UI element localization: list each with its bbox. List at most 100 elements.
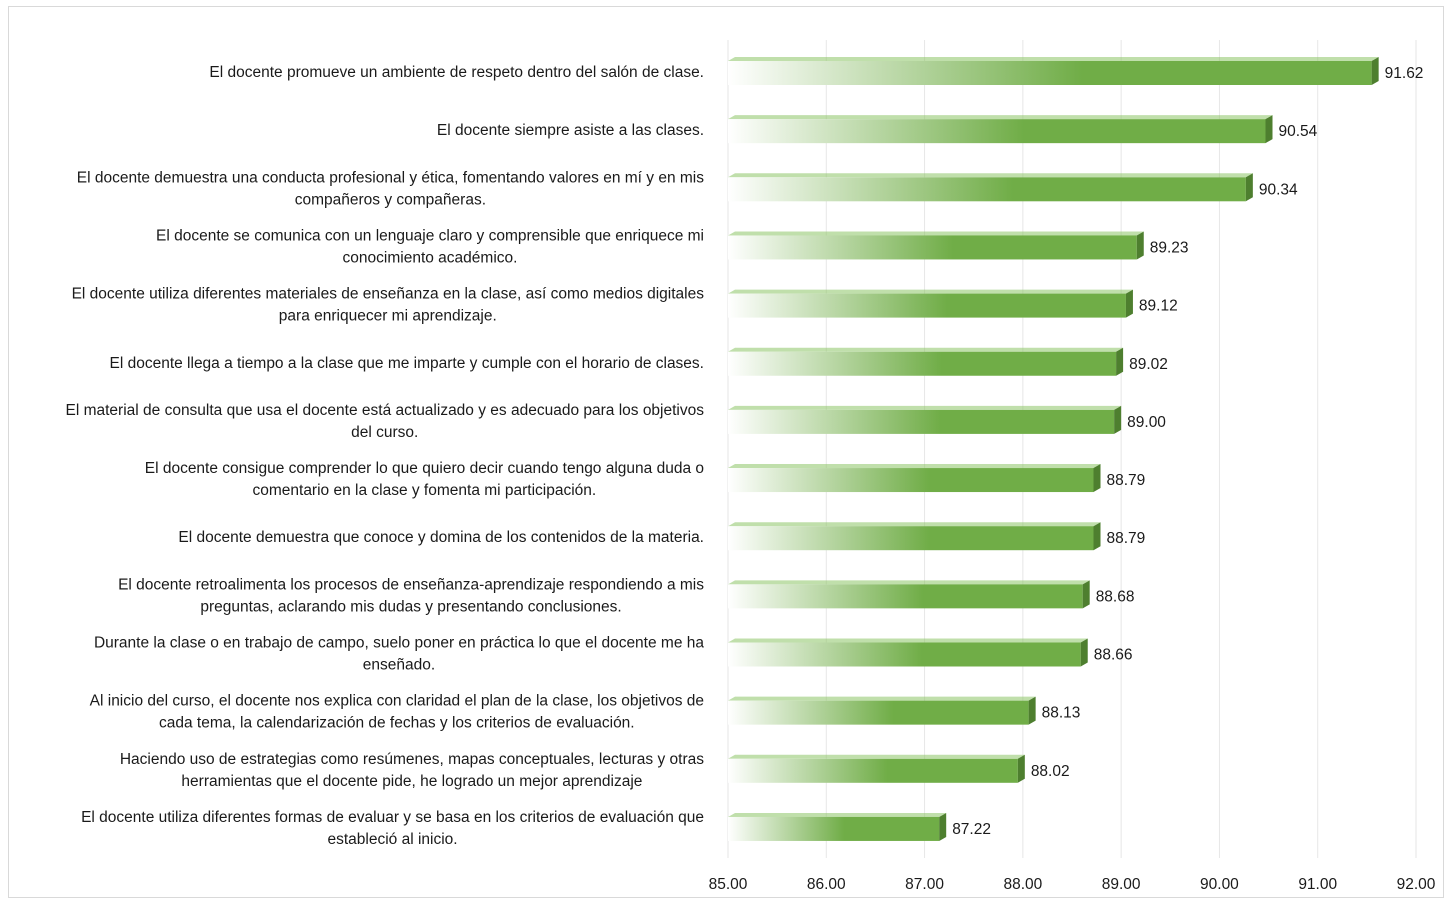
- bar-top: [728, 347, 1124, 352]
- bar-top: [728, 57, 1379, 61]
- category-label: El docente demuestra una conducta profes…: [77, 169, 704, 208]
- bar-front: [728, 526, 1094, 551]
- value-label: 89.12: [1139, 298, 1178, 315]
- bar-top: [728, 231, 1144, 236]
- category-label-line: El docente consigue comprender lo que qu…: [145, 460, 704, 477]
- x-axis-ticks: 85.00 86.00 87.00 88.00 89.00 90.00 91.00 92.00: [709, 876, 1436, 893]
- category-label-line: comentario en la clase y fomenta mi part…: [252, 482, 596, 499]
- bar-front: [728, 468, 1094, 493]
- x-tick-label: 88.00: [1003, 876, 1042, 893]
- bar-front: [728, 584, 1083, 609]
- bar: [728, 754, 1025, 783]
- bar-side: [1080, 638, 1088, 667]
- chart-frame: [8, 6, 1444, 898]
- category-label-line: El docente llega a tiempo a la clase que…: [110, 355, 705, 372]
- value-label: 88.02: [1031, 763, 1070, 780]
- category-label: El docente utiliza diferentes materiales…: [72, 286, 705, 325]
- bar-front: [728, 700, 1029, 725]
- value-label: 89.00: [1127, 414, 1166, 431]
- category-label: El docente consigue comprender lo que qu…: [145, 460, 704, 499]
- category-label: El docente utiliza diferentes formas de …: [81, 809, 704, 848]
- bar-side: [939, 812, 947, 841]
- category-label-line: para enriquecer mi aprendizaje.: [279, 308, 497, 325]
- bar-front: [728, 61, 1372, 85]
- value-label: 91.62: [1385, 65, 1424, 82]
- value-label: 88.68: [1096, 588, 1135, 605]
- category-label: El docente se comunica con un lenguaje c…: [156, 227, 704, 266]
- bar: [728, 464, 1101, 493]
- category-label-line: El docente retroalimenta los procesos de…: [118, 576, 704, 593]
- bar: [728, 115, 1273, 144]
- bar-side: [1114, 405, 1122, 434]
- category-label-line: del curso.: [351, 424, 418, 441]
- bar-front: [728, 119, 1266, 144]
- bar-side: [1371, 57, 1379, 85]
- bar-top: [728, 405, 1122, 410]
- x-tick-label: 89.00: [1102, 876, 1141, 893]
- grid-layer: [727, 40, 1417, 858]
- category-labels: El docente promueve un ambiente de respe…: [66, 64, 705, 848]
- bar-front: [728, 235, 1137, 260]
- x-tick-label: 85.00: [709, 876, 748, 893]
- value-label: 87.22: [952, 821, 991, 838]
- bar: [728, 812, 947, 841]
- category-label-line: conocimiento académico.: [343, 249, 518, 266]
- category-label-line: Durante la clase o en trabajo de campo, …: [94, 635, 704, 652]
- category-label-line: El docente se comunica con un lenguaje c…: [156, 227, 704, 244]
- bar-top: [728, 812, 947, 817]
- bar: [728, 580, 1090, 609]
- category-label-line: El docente demuestra una conducta profes…: [77, 169, 704, 186]
- bar: [728, 696, 1036, 725]
- bar-front: [728, 642, 1081, 667]
- bar-side: [1265, 115, 1273, 144]
- bar-top: [728, 173, 1253, 178]
- bar-front: [728, 293, 1126, 318]
- category-label-line: cada tema, la calendarización de fechas …: [159, 715, 635, 732]
- bar-side: [1093, 464, 1101, 493]
- bar-top: [728, 464, 1101, 469]
- category-label-line: El docente utiliza diferentes formas de …: [81, 809, 704, 826]
- value-label: 90.34: [1259, 181, 1298, 198]
- category-label-line: compañeros y compañeras.: [295, 191, 486, 208]
- category-label: El docente demuestra que conoce y domina…: [178, 529, 704, 546]
- category-label-line: herramientas que el docente pide, he log…: [181, 773, 642, 790]
- bar-top: [728, 638, 1088, 643]
- category-label-line: preguntas, aclarando mis dudas y present…: [200, 598, 621, 615]
- category-label: Durante la clase o en trabajo de campo, …: [94, 635, 704, 674]
- bar-top: [728, 289, 1133, 294]
- x-tick-label: 87.00: [905, 876, 944, 893]
- bar-side: [1017, 754, 1025, 783]
- bar-side: [1093, 522, 1101, 551]
- category-label-line: El material de consulta que usa el docen…: [66, 402, 705, 419]
- bar: [728, 405, 1122, 434]
- value-label: 89.23: [1150, 239, 1189, 256]
- category-label-line: El docente demuestra que conoce y domina…: [178, 529, 704, 546]
- bar-top: [728, 115, 1273, 120]
- bars-layer: [728, 57, 1379, 841]
- bar-top: [728, 580, 1090, 585]
- bar-side: [1136, 231, 1144, 260]
- value-label: 88.13: [1042, 705, 1081, 722]
- category-label-line: estableció al inicio.: [327, 831, 457, 848]
- value-label: 89.02: [1129, 356, 1168, 373]
- category-label: Al inicio del curso, el docente nos expl…: [90, 693, 704, 732]
- value-label: 88.79: [1107, 472, 1146, 489]
- category-label-line: enseñado.: [363, 657, 435, 674]
- bar: [728, 522, 1101, 551]
- bar-side: [1082, 580, 1090, 609]
- value-label: 88.66: [1094, 647, 1133, 664]
- bar-side: [1245, 173, 1253, 202]
- category-label-line: Haciendo uso de estrategias como resúmen…: [120, 751, 704, 768]
- x-tick-label: 86.00: [807, 876, 846, 893]
- bar: [728, 289, 1133, 318]
- category-label-line: El docente promueve un ambiente de respe…: [209, 64, 704, 81]
- bar: [728, 231, 1144, 260]
- bar-side: [1116, 347, 1124, 376]
- bar: [728, 173, 1253, 202]
- bar: [728, 638, 1088, 667]
- category-label-line: El docente siempre asiste a las clases.: [437, 122, 704, 139]
- x-tick-label: 90.00: [1200, 876, 1239, 893]
- category-label: El docente promueve un ambiente de respe…: [209, 64, 704, 81]
- bar-front: [728, 177, 1246, 202]
